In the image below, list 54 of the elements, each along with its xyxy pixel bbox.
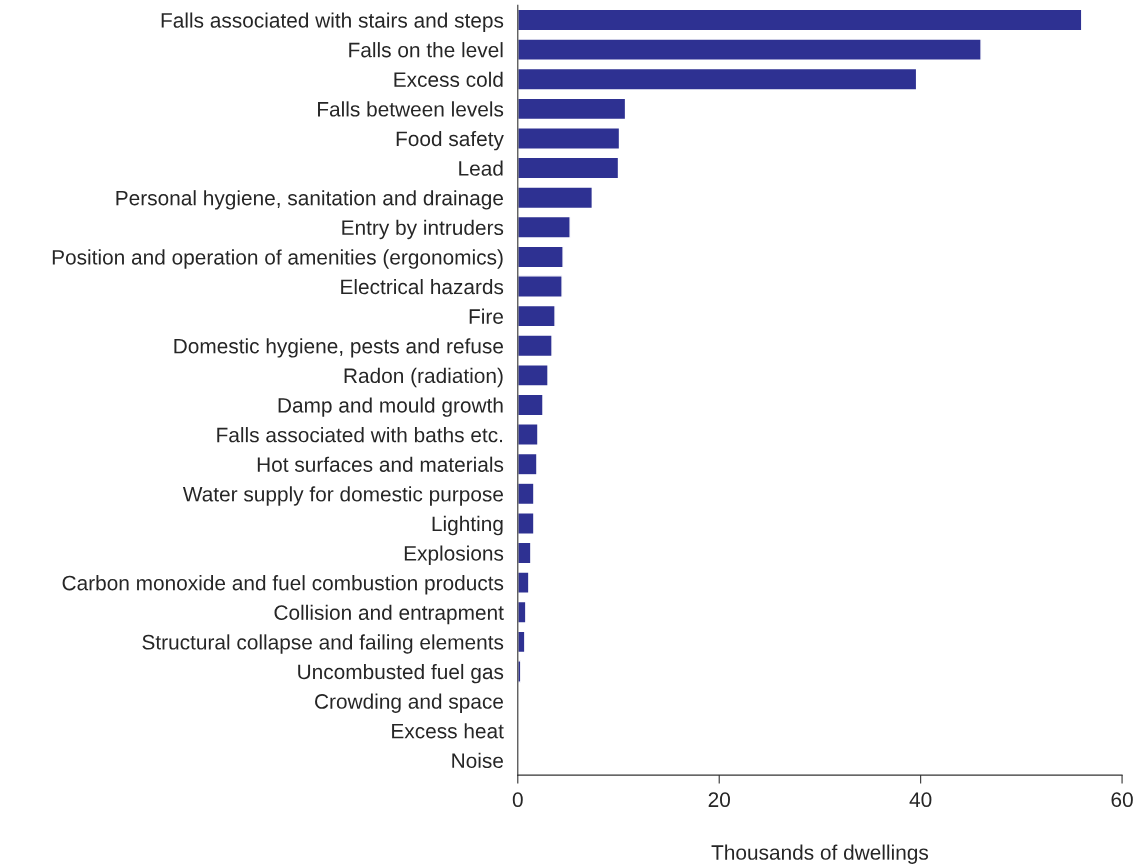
bar [517, 127, 621, 150]
y-tick-label: Personal hygiene, sanitation and drainage [116, 190, 504, 210]
bar [517, 97, 627, 121]
y-tick-label: Falls associated with baths etc. [217, 427, 503, 443]
bar [517, 541, 532, 565]
y-tick-label: Fire [469, 308, 503, 324]
bar [517, 38, 982, 61]
bar [517, 67, 918, 91]
y-tick-label: Food safety [396, 130, 504, 151]
bar [517, 186, 594, 210]
y-tick-label: Excess heat [392, 723, 504, 739]
bar [517, 275, 563, 298]
y-tick-label: Position and operation of amenities (ergonomics) [52, 249, 503, 269]
y-tick-label: Noise [452, 752, 503, 769]
bar [517, 8, 1083, 32]
x-tick-label: 0 [512, 792, 523, 808]
y-tick-label: Excess cold [394, 71, 503, 87]
bar [517, 334, 553, 358]
bar [517, 630, 526, 654]
bar [517, 245, 564, 269]
y-tick-label: Uncombusted fuel gas [298, 663, 504, 684]
y-tick-label: Damp and mould growth [278, 397, 503, 417]
bar [517, 364, 549, 387]
bar [517, 660, 522, 683]
y-tick-label: Explosions [404, 545, 504, 565]
bar [517, 452, 538, 476]
bar [517, 304, 556, 328]
y-tick-label: Crowding and space [315, 693, 503, 713]
y-tick-label: Falls between levels [318, 101, 504, 117]
bar [517, 571, 530, 595]
y-tick-label: Electrical hazards [341, 278, 504, 295]
bar [517, 600, 527, 624]
y-tick-label: Falls associated with stairs and steps [161, 12, 504, 32]
y-tick-label: Hot surfaces and materials [257, 456, 504, 472]
y-tick-label: Carbon monoxide and fuel combustion products [62, 575, 504, 595]
x-tick-label: 40 [909, 792, 932, 808]
bar [517, 423, 539, 446]
bar [517, 156, 620, 180]
y-tick-label: Structural collapse and failing elements [142, 634, 504, 654]
y-tick-label: Lead [459, 160, 503, 176]
y-tick-label: Falls on the level [349, 42, 503, 58]
y-tick-label: Collision and entrapment [274, 604, 504, 625]
bar [517, 393, 544, 417]
y-tick-label: Domestic hygiene, pests and refuse [174, 338, 503, 358]
bar [517, 215, 571, 239]
y-tick-label: Water supply for domestic purpose [182, 486, 503, 506]
y-tick-label: Lighting [432, 515, 503, 536]
x-tick-label: 60 [1111, 792, 1133, 808]
y-tick-label: Entry by intruders [342, 219, 504, 240]
bar [517, 512, 535, 535]
bar [517, 482, 535, 506]
x-axis-title: Thousands of dwellings [711, 844, 929, 864]
x-tick-label: 20 [708, 792, 730, 808]
y-tick-label: Radon (radiation) [344, 367, 503, 388]
